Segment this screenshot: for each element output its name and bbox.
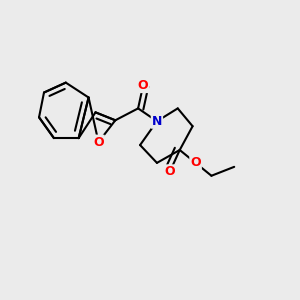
Text: O: O <box>93 136 104 148</box>
Text: O: O <box>164 165 175 178</box>
Text: N: N <box>152 115 162 128</box>
Text: O: O <box>190 156 201 170</box>
Text: O: O <box>138 79 148 92</box>
